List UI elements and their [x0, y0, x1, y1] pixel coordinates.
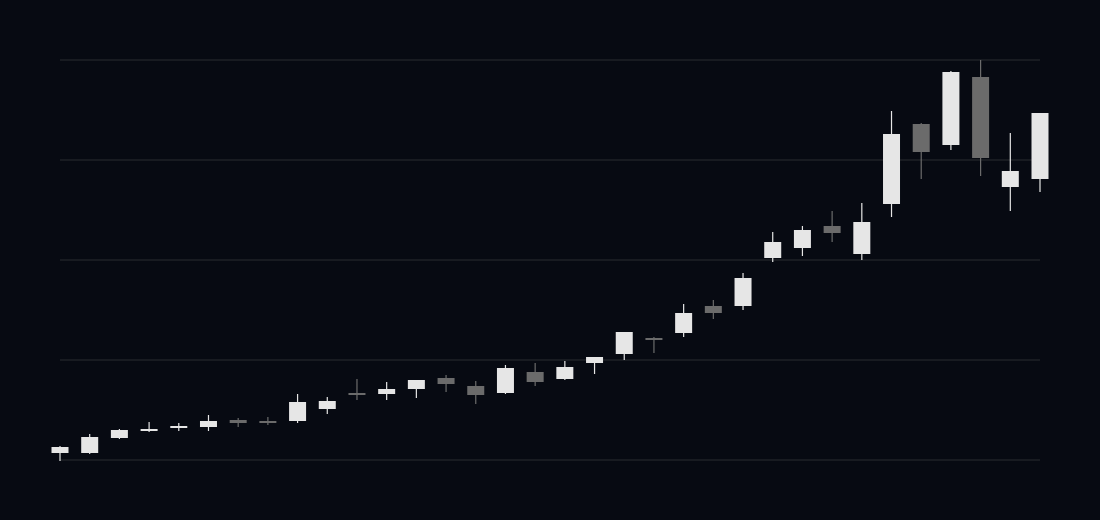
- candle-body: [51, 447, 69, 453]
- candle-body: [170, 426, 188, 428]
- candle: [556, 361, 574, 380]
- candle: [289, 394, 307, 423]
- candle-body: [556, 367, 574, 379]
- candle-body: [704, 306, 722, 313]
- candle: [704, 300, 722, 319]
- candle: [199, 415, 217, 431]
- candle-body: [734, 278, 752, 306]
- candle: [140, 422, 158, 432]
- candle: [229, 418, 247, 427]
- candle: [170, 423, 188, 431]
- candle: [1001, 133, 1019, 211]
- candle-body: [526, 372, 544, 382]
- candle: [764, 232, 782, 262]
- candle-body: [675, 313, 693, 333]
- candle-body: [467, 386, 485, 395]
- candle: [734, 273, 752, 310]
- candle-body: [348, 393, 366, 395]
- candle-body: [378, 389, 396, 394]
- candle-body: [318, 401, 336, 409]
- candle-body: [615, 332, 633, 354]
- candle-body: [496, 368, 514, 393]
- candle-body: [289, 402, 307, 421]
- candle-body: [140, 429, 158, 431]
- candle: [912, 123, 930, 179]
- candles: [51, 60, 1049, 461]
- candle: [467, 381, 485, 404]
- candle: [51, 446, 69, 461]
- candle: [823, 211, 841, 242]
- candle: [81, 434, 99, 454]
- candle: [526, 363, 544, 386]
- candle-body: [110, 430, 128, 438]
- candle-body: [259, 421, 277, 423]
- candle-body: [823, 226, 841, 233]
- candle: [942, 71, 960, 150]
- candle: [1031, 113, 1049, 192]
- candle: [348, 379, 366, 400]
- candle: [645, 337, 663, 353]
- candle: [407, 380, 425, 398]
- candle-body: [1001, 171, 1019, 187]
- candle: [318, 397, 336, 414]
- candle-body: [645, 338, 663, 340]
- candle-body: [912, 124, 930, 152]
- candle-body: [199, 421, 217, 427]
- candle: [496, 365, 514, 394]
- candle: [615, 332, 633, 360]
- candle: [972, 60, 990, 176]
- candle-body: [1031, 113, 1049, 179]
- candle: [853, 203, 871, 260]
- candle: [675, 304, 693, 337]
- candle-body: [586, 357, 604, 363]
- candle-body: [407, 380, 425, 389]
- candle: [586, 357, 604, 374]
- candle: [378, 382, 396, 400]
- candle-body: [972, 77, 990, 158]
- candle-body: [853, 222, 871, 254]
- candle: [110, 429, 128, 439]
- candle: [259, 417, 277, 425]
- candle-body: [942, 72, 960, 145]
- candle: [793, 226, 811, 256]
- candle-body: [793, 230, 811, 248]
- candle: [883, 111, 901, 217]
- candle-body: [81, 437, 99, 453]
- candle-body: [764, 242, 782, 258]
- candle: [437, 375, 455, 392]
- candle-body: [437, 378, 455, 384]
- gridlines: [60, 59, 1040, 461]
- candle-body: [229, 420, 247, 423]
- candle-body: [883, 134, 901, 204]
